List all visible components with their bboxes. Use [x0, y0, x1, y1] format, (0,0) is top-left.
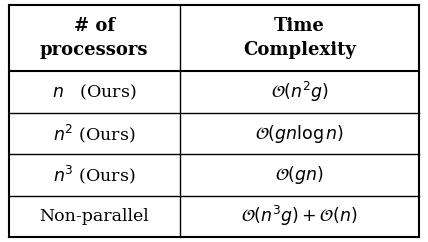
Text: $n^2$ (Ours): $n^2$ (Ours) [53, 122, 135, 145]
Text: $\mathcal{O}(gn\log n)$: $\mathcal{O}(gn\log n)$ [255, 122, 344, 144]
Text: $\mathcal{O}(n^3g) + \mathcal{O}(n)$: $\mathcal{O}(n^3g) + \mathcal{O}(n)$ [241, 204, 358, 228]
Text: $n^3$ (Ours): $n^3$ (Ours) [53, 164, 135, 186]
Text: Time
Complexity: Time Complexity [243, 17, 356, 59]
Text: $\mathcal{O}(n^2g)$: $\mathcal{O}(n^2g)$ [270, 80, 329, 104]
Text: $n$   (Ours): $n$ (Ours) [52, 83, 137, 102]
Text: # of
processors: # of processors [40, 17, 149, 59]
Text: Non-parallel: Non-parallel [39, 208, 149, 225]
Text: $\mathcal{O}(gn)$: $\mathcal{O}(gn)$ [275, 164, 324, 186]
